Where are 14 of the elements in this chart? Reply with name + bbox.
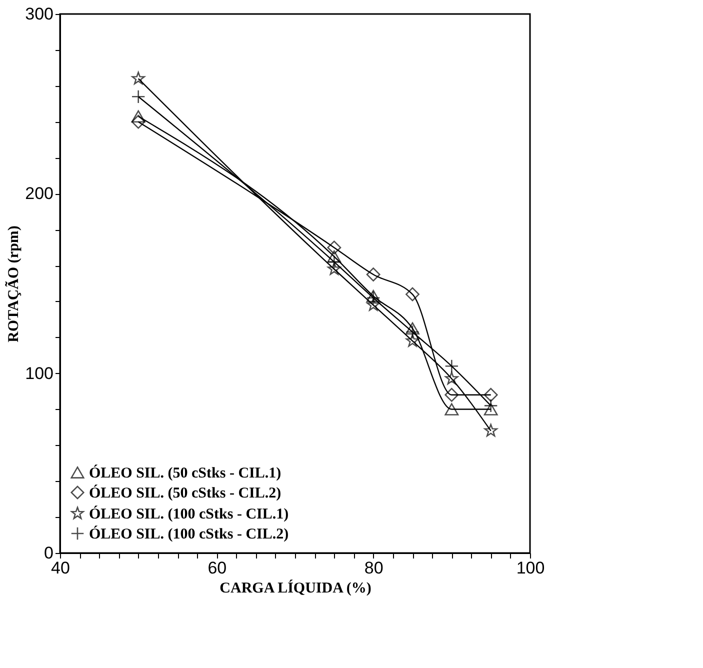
legend-label: ÓLEO SIL. (50 cStks - CIL.2): [89, 484, 282, 502]
x-tick-label: 100: [516, 558, 545, 578]
y-tick-label: 0: [44, 544, 54, 562]
legend-label: ÓLEO SIL. (50 cStks - CIL.1): [89, 464, 282, 482]
y-tick-label: 100: [25, 364, 54, 383]
x-tick-label: 80: [364, 558, 384, 578]
x-tick-label: 60: [208, 558, 227, 578]
legend-label: ÓLEO SIL. (100 cStks - CIL.2): [89, 526, 289, 542]
x-axis-title: CARGA LÍQUIDA (%): [220, 580, 372, 596]
y-tick-label: 200: [25, 184, 54, 204]
legend-label: ÓLEO SIL. (100 cStks - CIL.1): [89, 506, 289, 522]
x-tick-label: 40: [51, 558, 70, 578]
y-tick-label: 300: [25, 4, 54, 24]
y-axis-title: ROTAÇÃO (rpm): [5, 226, 22, 342]
